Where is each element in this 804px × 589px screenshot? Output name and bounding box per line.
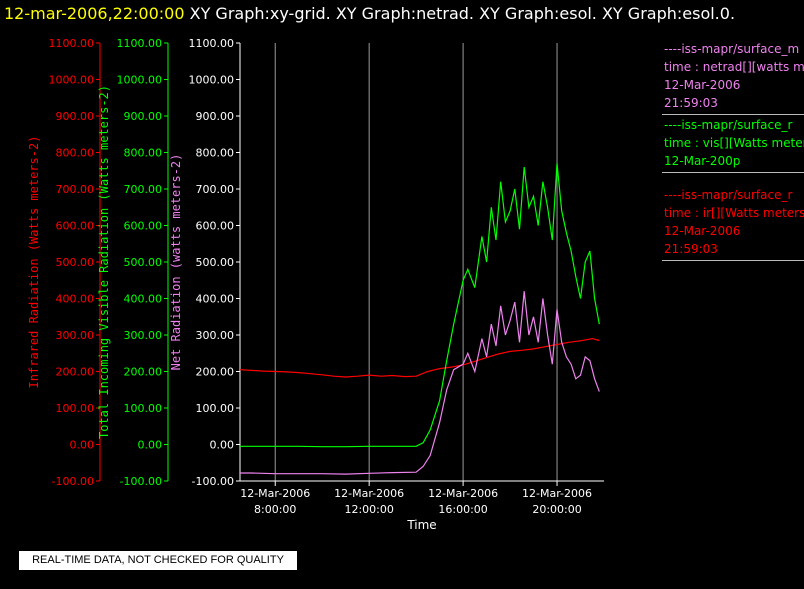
- legend-line: 12-Mar-200p: [664, 154, 741, 168]
- x-tick-label-date: 12-Mar-2006: [334, 487, 404, 500]
- x-axis-title: Time: [406, 518, 436, 532]
- y-tick-label: 0.00: [138, 439, 163, 452]
- x-tick-label-date: 12-Mar-2006: [428, 487, 498, 500]
- y-tick-label: -100.00: [52, 475, 94, 488]
- y-tick-label: 0.00: [70, 439, 95, 452]
- x-tick-label-time: 12:00:00: [344, 503, 393, 516]
- legend-line: 12-Mar-2006: [664, 78, 741, 92]
- y-tick-label: 900.00: [56, 110, 95, 123]
- y-tick-label: 300.00: [196, 329, 235, 342]
- y-tick-label: 1100.00: [117, 37, 163, 50]
- y-tick-label: 500.00: [196, 256, 235, 269]
- graph-titles: XY Graph:xy-grid. XY Graph:netrad. XY Gr…: [189, 4, 736, 23]
- legend-line: time : vis[][Watts meter: [664, 136, 804, 150]
- y-tick-label: 500.00: [124, 256, 163, 269]
- y-tick-label: 200.00: [56, 366, 95, 379]
- x-tick-label-time: 20:00:00: [532, 503, 581, 516]
- y-tick-label: 600.00: [124, 220, 163, 233]
- y-tick-label: 1000.00: [117, 74, 163, 87]
- legend-line: ----iss-mapr/surface_r: [664, 188, 793, 202]
- legend-separator: [662, 172, 804, 173]
- y-tick-label: 900.00: [196, 110, 235, 123]
- graph-header: 12-mar-2006,22:00:00 XY Graph:xy-grid. X…: [4, 4, 735, 23]
- x-tick-label-date: 12-Mar-2006: [522, 487, 592, 500]
- x-tick-label-time: 16:00:00: [438, 503, 487, 516]
- y-tick-label: 300.00: [56, 329, 95, 342]
- y-tick-label: 100.00: [56, 402, 95, 415]
- y-tick-label: 800.00: [56, 147, 95, 160]
- legend-line: ----iss-mapr/surface_r: [664, 118, 793, 132]
- x-tick-label-time: 8:00:00: [254, 503, 296, 516]
- legend-line: time : ir[][Watts meters: [664, 206, 804, 220]
- series-line: [240, 291, 600, 475]
- y-tick-label: 1100.00: [189, 37, 235, 50]
- y-axis-title: Infrared Radiation (Watts meters-2): [27, 136, 41, 389]
- y-tick-label: 1100.00: [49, 37, 95, 50]
- y-tick-label: 1000.00: [189, 74, 235, 87]
- y-tick-label: -100.00: [192, 475, 234, 488]
- y-tick-label: 700.00: [56, 183, 95, 196]
- y-tick-label: 400.00: [196, 293, 235, 306]
- x-tick-label-date: 12-Mar-2006: [240, 487, 310, 500]
- y-tick-label: -100.00: [120, 475, 162, 488]
- y-tick-label: 100.00: [196, 402, 235, 415]
- timestamp: 12-mar-2006,22:00:00: [4, 4, 185, 23]
- series-line: [240, 163, 600, 448]
- series-line: [239, 337, 600, 378]
- legend-separator: [662, 114, 804, 115]
- y-tick-label: 1000.00: [49, 74, 95, 87]
- y-tick-label: 600.00: [56, 220, 95, 233]
- y-tick-label: 200.00: [196, 366, 235, 379]
- y-tick-label: 300.00: [124, 329, 163, 342]
- quality-notice: REAL-TIME DATA, NOT CHECKED FOR QUALITY: [19, 551, 297, 570]
- y-tick-label: 400.00: [124, 293, 163, 306]
- y-tick-label: 500.00: [56, 256, 95, 269]
- y-tick-label: 900.00: [124, 110, 163, 123]
- y-axis-title: Total Incoming Visible Radiation (Watts …: [97, 85, 111, 439]
- legend-line: 21:59:03: [664, 96, 718, 110]
- y-tick-label: 600.00: [196, 220, 235, 233]
- y-tick-label: 0.00: [210, 439, 235, 452]
- y-tick-label: 700.00: [124, 183, 163, 196]
- y-tick-label: 200.00: [124, 366, 163, 379]
- legend-line: ----iss-mapr/surface_m: [664, 42, 800, 56]
- y-tick-label: 700.00: [196, 183, 235, 196]
- y-tick-label: 100.00: [124, 402, 163, 415]
- y-axis-title: Net Radiation (watts meters-2): [169, 154, 183, 371]
- y-tick-label: 800.00: [196, 147, 235, 160]
- legend-line: 12-Mar-2006: [664, 224, 741, 238]
- legend-separator: [662, 260, 804, 261]
- y-tick-label: 800.00: [124, 147, 163, 160]
- y-tick-label: 400.00: [56, 293, 95, 306]
- legend-line: 21:59:03: [664, 242, 718, 256]
- legend-line: time : netrad[][watts me: [664, 60, 804, 74]
